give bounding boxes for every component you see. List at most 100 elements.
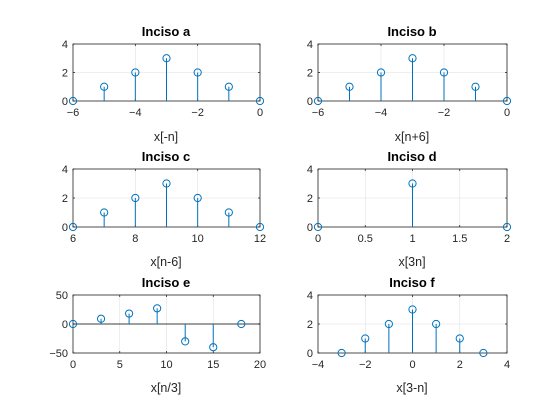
stem-marker — [153, 304, 162, 313]
y-tick-label: 0 — [62, 319, 68, 331]
x-tick-label: −2 — [191, 107, 204, 119]
x-tick-label: 10 — [192, 233, 204, 245]
x-axis-label: x[3n] — [398, 255, 425, 269]
y-tick-label: 2 — [307, 68, 313, 80]
stem-marker — [361, 334, 370, 343]
stem-marker — [100, 208, 109, 217]
stem-marker — [408, 54, 417, 63]
x-tick-label: 0 — [257, 107, 263, 119]
stem-marker — [455, 334, 464, 343]
x-tick-label: 8 — [132, 233, 138, 245]
subplot-b: Inciso b x[n+6] — [387, 24, 436, 144]
y-tick-label: 0 — [307, 96, 313, 108]
x-tick-label: 1 — [409, 233, 415, 245]
stem-marker — [224, 82, 233, 91]
subplot-title: Inciso c — [142, 149, 190, 164]
x-tick-label: 12 — [254, 233, 266, 245]
x-tick-label: 20 — [254, 359, 266, 371]
stem-marker — [337, 348, 346, 358]
x-tick-label: 2 — [504, 233, 510, 245]
x-tick-label: −4 — [129, 107, 142, 119]
y-tick-label: 2 — [62, 68, 68, 80]
x-tick-label: 0 — [315, 233, 321, 245]
stem-marker — [68, 319, 78, 329]
stem-marker — [237, 319, 246, 329]
x-axis-label: x[n+6] — [395, 130, 429, 144]
y-tick-label: 50 — [56, 290, 68, 302]
x-tick-label: 6 — [70, 233, 76, 245]
x-tick-label: 10 — [160, 359, 172, 371]
stem-marker — [255, 222, 265, 232]
stem-marker — [162, 179, 171, 188]
axes-2: −6 −4 −2 0 0 2 4 — [307, 39, 512, 119]
x-tick-label: −4 — [312, 359, 325, 371]
y-tick-label: 4 — [307, 164, 313, 176]
y-tick-label: 0 — [62, 222, 68, 234]
x-tick-label: 0.5 — [358, 233, 373, 245]
x-axis-label: x[3-n] — [396, 381, 427, 395]
stem-marker — [376, 68, 386, 77]
x-tick-label: 0 — [504, 107, 510, 119]
x-axis-label: x[n/3] — [151, 381, 182, 395]
x-tick-label: −6 — [67, 107, 80, 119]
stem-marker — [502, 222, 512, 232]
stem-marker — [345, 82, 354, 91]
stem-marker — [479, 348, 488, 358]
y-tick-label: 4 — [307, 290, 313, 302]
stem-marker — [313, 96, 323, 106]
stem-marker — [68, 222, 78, 232]
x-tick-label: −4 — [375, 107, 388, 119]
stem-marker — [68, 96, 78, 106]
subplot-title: Inciso a — [142, 24, 191, 39]
stem-marker — [162, 54, 171, 63]
subplot-title: Inciso e — [142, 275, 190, 290]
x-tick-label: −2 — [438, 107, 451, 119]
stem-marker — [100, 82, 109, 91]
subplot-f: Inciso f x[3-n] — [389, 275, 435, 395]
stem-marker — [502, 96, 512, 106]
y-tick-label: 0 — [307, 222, 313, 234]
axes-1: −6 −4 −2 0 0 2 4 — [62, 39, 265, 119]
stem-marker — [209, 343, 218, 352]
x-tick-label: 4 — [504, 359, 510, 371]
x-tick-label: 0 — [409, 359, 415, 371]
stem-marker — [224, 208, 233, 217]
axes-3: 6 8 10 12 0 2 4 — [62, 164, 266, 245]
stem-marker — [439, 68, 449, 77]
stem-marker — [408, 305, 417, 314]
subplot-title: Inciso b — [387, 24, 436, 39]
x-tick-label: 0 — [70, 359, 76, 371]
y-tick-label: 4 — [62, 39, 68, 51]
y-tick-label: 2 — [62, 193, 68, 205]
stem-marker — [432, 319, 441, 329]
stem-marker — [384, 319, 393, 329]
y-tick-label: −50 — [49, 348, 68, 360]
stem-marker — [193, 193, 202, 203]
stem-marker — [131, 193, 140, 203]
x-axis-label: x[n-6] — [150, 255, 181, 269]
x-tick-label: 5 — [117, 359, 123, 371]
stem-marker — [131, 68, 140, 77]
subplot-d: Inciso d x[3n] — [387, 149, 436, 269]
y-tick-label: 4 — [62, 164, 68, 176]
subplot-e: Inciso e x[n/3] — [142, 275, 190, 395]
x-tick-label: 1.5 — [452, 233, 467, 245]
y-tick-label: 2 — [307, 193, 313, 205]
subplot-title: Inciso f — [389, 275, 435, 290]
subplot-a: Inciso a x[-n] — [142, 24, 191, 144]
y-tick-label: 2 — [307, 319, 313, 331]
x-tick-label: −6 — [312, 107, 325, 119]
stem-marker — [96, 314, 106, 323]
subplot-c: Inciso c x[n-6] — [142, 149, 190, 269]
stem-marker — [125, 309, 134, 318]
stem-marker — [313, 222, 323, 232]
x-tick-label: −2 — [359, 359, 372, 371]
stem-marker — [255, 96, 265, 106]
x-tick-label: 15 — [207, 359, 219, 371]
stem-marker — [181, 337, 190, 346]
x-tick-label: 2 — [457, 359, 463, 371]
